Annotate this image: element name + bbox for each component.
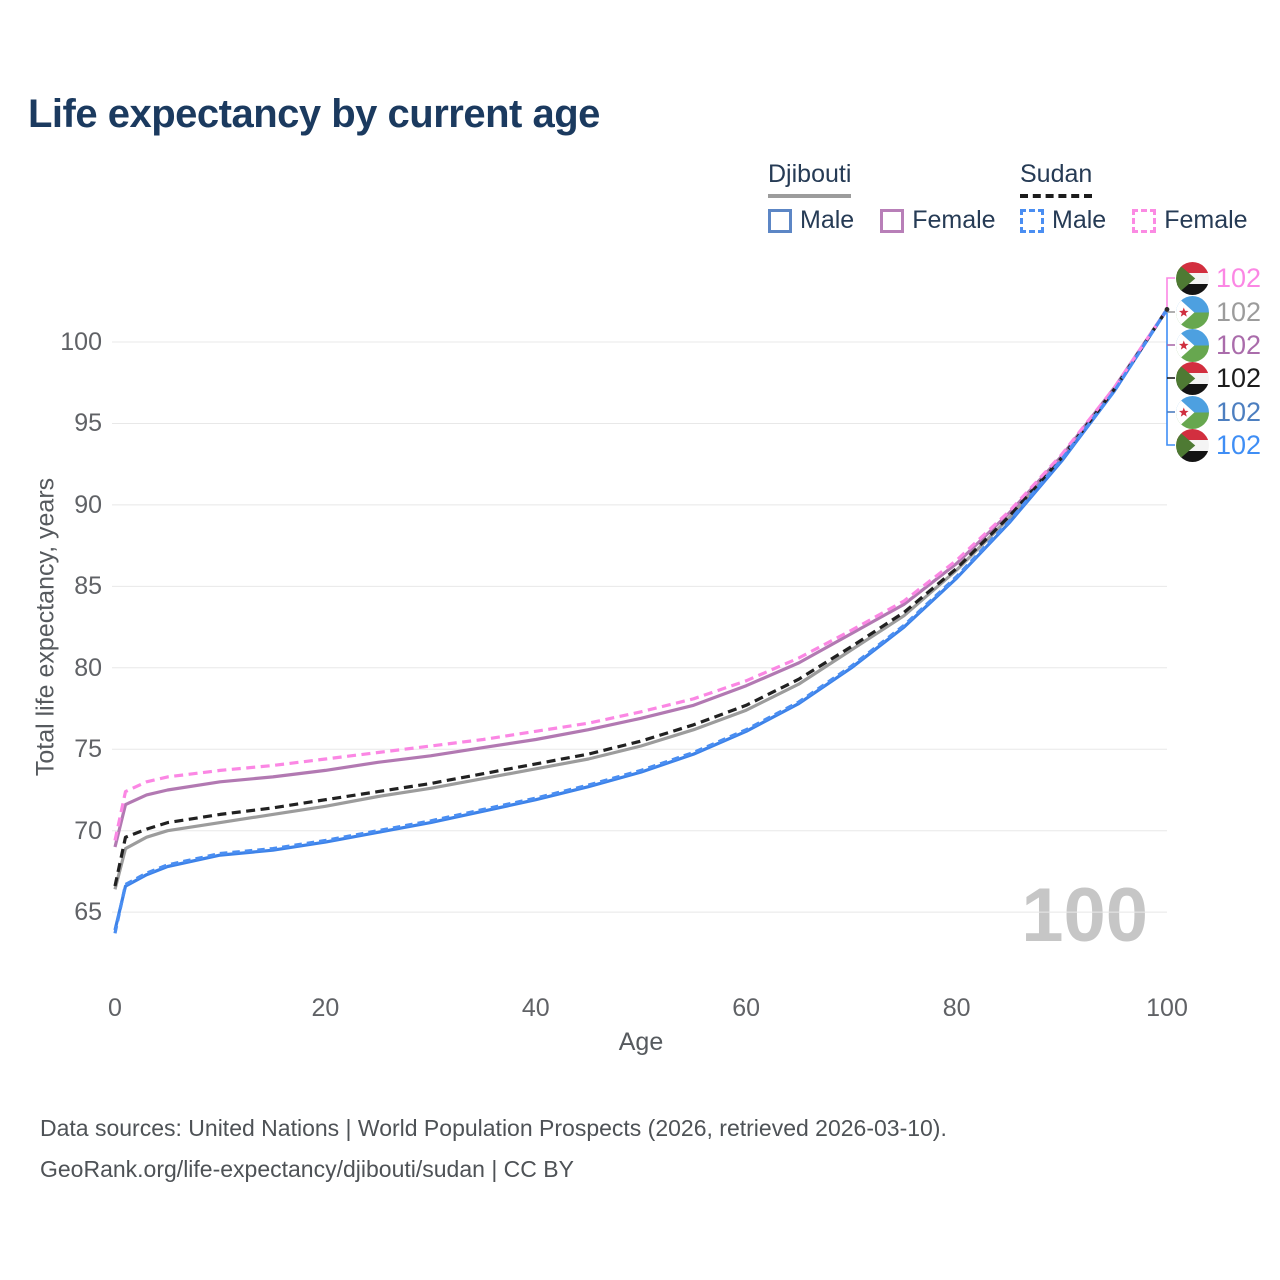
watermark-age-100: 100 [1021,873,1148,958]
y-tick-95: 95 [74,409,102,438]
end-label-value: 102 [1216,296,1262,327]
line-sudan-female [113,308,1169,841]
line-djibouti-total [113,308,1169,890]
legend-item-djibouti-male[interactable]: Male [768,206,854,235]
series-endpoint-dot [1164,307,1170,312]
y-tick-85: 85 [74,572,102,601]
flag-sudan-icon [1176,361,1209,395]
legend-item-sudan-male[interactable]: Male [1020,206,1106,235]
y-tick-100: 100 [60,328,102,356]
end-label-djibouti-total: 102 [1176,295,1262,329]
legend-country-sudan: Sudan [1020,160,1093,198]
footer-source-line: Data sources: United Nations | World Pop… [40,1115,947,1141]
line-sudan-male [113,308,1169,934]
x-tick-100: 100 [1146,994,1188,1022]
flag-djibouti-icon [1176,295,1209,329]
y-tick-70: 70 [74,816,102,845]
x-tick-80: 80 [942,994,971,1022]
end-label-value: 102 [1216,362,1262,393]
legend-group-sudan: Sudan Male Female [1020,160,1248,235]
y-tick-80: 80 [74,653,102,682]
legend-label-djibouti-female: Female [912,206,996,234]
page-title: Life expectancy by current age [28,92,600,136]
line-djibouti-female [113,308,1169,848]
legend-country-djibouti: Djibouti [768,160,852,198]
end-label-sudan-female: 102 [1176,261,1262,295]
flag-sudan-icon [1176,428,1209,462]
footer-url-line: GeoRank.org/life-expectancy/djibouti/sud… [40,1156,574,1182]
x-axis-title: Age [618,1028,664,1056]
x-tick-0: 0 [108,994,122,1022]
leader-line-bottom [1166,309,1175,446]
x-tick-60: 60 [732,994,761,1022]
legend-label-sudan-female: Female [1164,206,1248,234]
flag-djibouti-icon [1176,328,1209,362]
djibouti-female-checkbox-icon [880,208,905,233]
flag-djibouti-icon [1176,395,1209,429]
sudan-male-checkbox-icon [1020,208,1044,233]
end-label-sudan-male: 102 [1176,428,1262,462]
end-label-value: 102 [1216,262,1262,293]
sudan-female-checkbox-icon [1132,208,1157,233]
legend-group-djibouti: Djibouti Male Female [768,160,996,235]
end-label-value: 102 [1216,429,1262,460]
end-label-djibouti-male: 102 [1176,395,1262,429]
leader-line-top [1166,277,1175,310]
y-tick-75: 75 [74,735,102,764]
end-label-value: 102 [1216,329,1262,360]
legend-label-djibouti-male: Male [800,206,855,234]
x-tick-40: 40 [521,994,550,1022]
end-label-djibouti-female: 102 [1176,328,1262,362]
end-label-sudan-total: 102 [1176,361,1262,395]
flag-sudan-icon [1176,261,1209,295]
legend-item-djibouti-female[interactable]: Female [880,206,996,235]
end-label-value: 102 [1216,396,1262,427]
legend-item-sudan-female[interactable]: Female [1132,206,1248,235]
y-axis-title: Total life expectancy, years [31,477,60,777]
legend-label-sudan-male: Male [1052,206,1107,234]
djibouti-male-checkbox-icon [768,208,792,233]
line-sudan-total [113,308,1169,887]
footer: Data sources: United Nations | World Pop… [40,1108,947,1190]
y-tick-65: 65 [74,898,102,927]
y-tick-90: 90 [74,490,102,519]
x-tick-20: 20 [311,994,340,1022]
line-djibouti-male [113,308,1169,931]
